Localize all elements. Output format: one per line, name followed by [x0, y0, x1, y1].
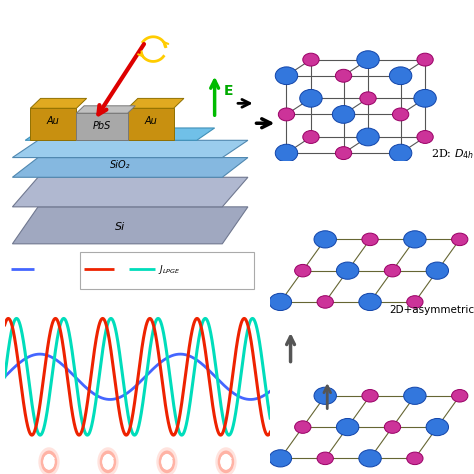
Text: Si: Si	[115, 221, 125, 232]
Polygon shape	[128, 108, 173, 140]
Circle shape	[362, 233, 378, 246]
Circle shape	[362, 390, 378, 402]
Circle shape	[161, 454, 173, 470]
Polygon shape	[76, 113, 128, 140]
Circle shape	[317, 452, 333, 465]
Circle shape	[317, 296, 333, 308]
Circle shape	[275, 67, 298, 85]
Circle shape	[357, 51, 379, 69]
Circle shape	[275, 144, 298, 162]
Circle shape	[220, 454, 232, 470]
Circle shape	[390, 144, 412, 162]
Circle shape	[417, 130, 433, 144]
Text: SiO₂: SiO₂	[109, 160, 130, 170]
Text: 2D+asymmetric: 2D+asymmetric	[389, 305, 474, 315]
Text: PbS: PbS	[93, 120, 111, 130]
Circle shape	[407, 296, 423, 308]
Circle shape	[359, 450, 381, 467]
Circle shape	[156, 447, 178, 474]
Circle shape	[102, 454, 114, 470]
Circle shape	[100, 450, 116, 473]
Circle shape	[269, 293, 292, 310]
Circle shape	[392, 108, 409, 121]
Circle shape	[159, 450, 175, 473]
Polygon shape	[12, 157, 248, 177]
Circle shape	[102, 454, 114, 470]
Polygon shape	[128, 99, 184, 108]
Circle shape	[278, 108, 295, 121]
Circle shape	[452, 390, 468, 402]
Circle shape	[220, 454, 232, 470]
Circle shape	[390, 67, 412, 85]
Circle shape	[97, 447, 118, 474]
Circle shape	[269, 450, 292, 467]
Circle shape	[295, 421, 311, 433]
Circle shape	[300, 90, 322, 107]
Circle shape	[295, 264, 311, 277]
Polygon shape	[12, 177, 248, 207]
Circle shape	[360, 92, 376, 105]
Circle shape	[404, 387, 426, 404]
Circle shape	[404, 231, 426, 248]
Circle shape	[41, 450, 57, 473]
Circle shape	[426, 262, 448, 279]
Circle shape	[43, 454, 55, 470]
Circle shape	[336, 69, 352, 82]
Circle shape	[337, 419, 359, 436]
Circle shape	[384, 264, 401, 277]
Circle shape	[426, 419, 448, 436]
Circle shape	[452, 233, 468, 246]
Circle shape	[359, 293, 381, 310]
Text: E: E	[224, 84, 233, 98]
Polygon shape	[30, 108, 76, 140]
Circle shape	[314, 231, 337, 248]
FancyBboxPatch shape	[80, 252, 254, 289]
Circle shape	[337, 262, 359, 279]
Circle shape	[38, 447, 60, 474]
Text: 2D: $\mathit{D_{4h}}$: 2D: $\mathit{D_{4h}}$	[431, 147, 474, 161]
Polygon shape	[30, 99, 87, 108]
Circle shape	[303, 130, 319, 144]
Polygon shape	[12, 140, 248, 157]
Circle shape	[161, 454, 173, 470]
Circle shape	[414, 90, 436, 107]
Circle shape	[384, 421, 401, 433]
Text: Au: Au	[144, 116, 157, 126]
Circle shape	[215, 447, 237, 474]
Polygon shape	[12, 207, 248, 244]
Circle shape	[43, 454, 55, 470]
Circle shape	[314, 387, 337, 404]
Circle shape	[357, 128, 379, 146]
Circle shape	[407, 452, 423, 465]
Circle shape	[332, 106, 355, 123]
Polygon shape	[76, 106, 135, 113]
Circle shape	[303, 53, 319, 66]
Text: Au: Au	[47, 116, 60, 126]
Text: $J_{LPGE}$: $J_{LPGE}$	[158, 263, 181, 275]
Polygon shape	[25, 128, 215, 140]
Circle shape	[218, 450, 234, 473]
Circle shape	[417, 53, 433, 66]
Circle shape	[336, 146, 352, 160]
